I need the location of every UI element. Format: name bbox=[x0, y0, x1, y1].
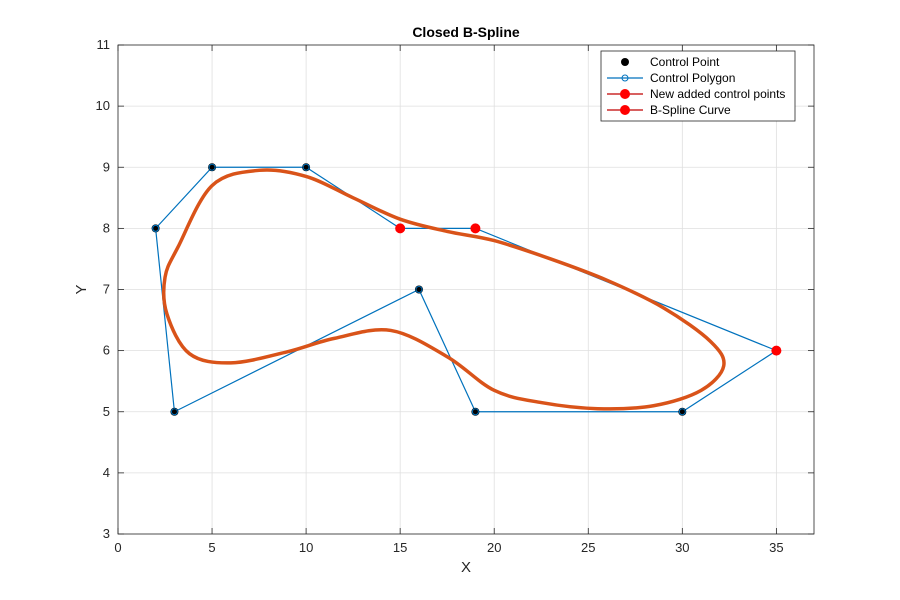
added-control-point-marker bbox=[771, 345, 782, 356]
y-tick-label: 6 bbox=[103, 343, 110, 358]
x-tick-label: 30 bbox=[675, 540, 689, 555]
control-polygon-vertex bbox=[415, 286, 423, 293]
x-tick-label: 15 bbox=[393, 540, 407, 555]
y-tick-label: 10 bbox=[96, 98, 110, 113]
plot-area bbox=[151, 163, 782, 416]
legend-key-marker bbox=[621, 58, 629, 66]
chart-title: Closed B-Spline bbox=[412, 24, 520, 40]
control-polygon-vertex bbox=[152, 224, 160, 232]
y-tick-label: 4 bbox=[103, 465, 110, 480]
control-polygon-vertex bbox=[170, 408, 178, 416]
x-tick-label: 20 bbox=[487, 540, 501, 555]
control-polygon-vertex bbox=[678, 408, 686, 416]
b-spline-curve bbox=[161, 168, 726, 411]
legend: Control Point Control Polygon New added co… bbox=[600, 50, 796, 122]
added-control-point-marker bbox=[470, 223, 481, 234]
x-tick-label: 10 bbox=[299, 540, 313, 555]
legend-box bbox=[600, 50, 796, 122]
x-axis-title: X bbox=[461, 559, 471, 576]
y-tick-label: 7 bbox=[103, 282, 110, 297]
legend-entry-label: New added control points bbox=[650, 87, 785, 101]
y-tick-label: 3 bbox=[103, 526, 110, 541]
y-tick-label: 5 bbox=[103, 404, 110, 419]
legend-entry-label: Control Polygon bbox=[650, 71, 735, 85]
legend-key-marker bbox=[621, 74, 629, 82]
legend-key-marker bbox=[620, 89, 630, 99]
y-tick-label: 9 bbox=[103, 159, 110, 174]
y-tick-label: 11 bbox=[97, 37, 111, 52]
legend-entry-label: B-Spline Curve bbox=[650, 103, 731, 117]
legend-key-marker bbox=[620, 105, 630, 115]
control-polygon-vertex bbox=[208, 163, 216, 171]
x-tick-label: 0 bbox=[114, 540, 121, 555]
x-tick-label: 35 bbox=[769, 540, 783, 555]
x-tick-label: 5 bbox=[208, 540, 215, 555]
added-control-point-marker bbox=[395, 223, 406, 234]
y-axis-title: Y bbox=[73, 284, 90, 294]
axis-ticks: 0 5 10 15 20 25 30 35 3 4 5 6 7 8 9 10 11 bbox=[96, 37, 814, 555]
control-polygon-vertex bbox=[302, 163, 310, 171]
legend-entry-label: Control Point bbox=[650, 55, 720, 69]
control-polygon-vertex bbox=[471, 408, 479, 416]
y-tick-label: 8 bbox=[103, 220, 110, 235]
x-tick-label: 25 bbox=[581, 540, 595, 555]
